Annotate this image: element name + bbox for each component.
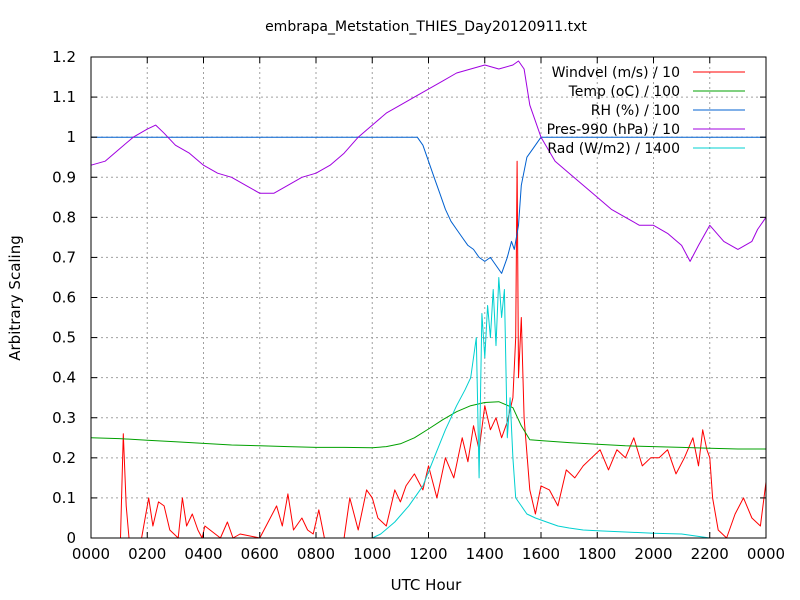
x-tick-label: 0000 [72,545,110,563]
series-line-0 [91,160,767,539]
y-tick-label: 0.1 [52,489,76,507]
x-tick-label: 1200 [409,545,447,563]
y-tick-label: 0.6 [52,289,76,307]
chart-title: embrapa_Metstation_THIES_Day20120911.txt [265,19,587,35]
tick-labels: 0000 0200 0400 0600 0800 1000 1200 1400 1600 1800… [52,48,785,563]
y-tick-label: 1 [66,128,76,146]
x-tick-label: 0200 [128,545,166,563]
series-line-3 [90,60,767,262]
legend-label: Rad (W/m2) / 1400 [547,141,680,157]
y-tick-label: 0.4 [52,369,76,387]
y-tick-label: 0.9 [52,168,76,186]
legend-label: Temp (oC) / 100 [568,84,680,100]
x-tick-label: 0600 [241,545,279,563]
series-line-2 [91,136,766,274]
series-line-1 [90,401,766,450]
y-tick-label: 0.3 [52,409,76,427]
series-line-4 [91,277,766,539]
y-tick-label: 1.1 [52,88,76,106]
x-tick-label: 0400 [184,545,222,563]
x-tick-label: 0800 [297,545,335,563]
legend: Windvel (m/s) / 10 Temp (oC) / 100 RH (%) … [547,65,745,157]
ticks [90,56,767,539]
x-tick-label: 0000 [747,545,785,563]
y-tick-label: 0.5 [52,329,76,347]
y-tick-label: 1.2 [52,48,76,66]
y-tick-label: 0.2 [52,449,76,467]
x-tick-label: 2000 [634,545,672,563]
x-tick-label: 1600 [522,545,560,563]
legend-label: Windvel (m/s) / 10 [552,65,680,81]
x-tick-label: 2200 [691,545,729,563]
x-axis-label: UTC Hour [391,576,462,594]
series-lines [90,60,767,539]
x-tick-label: 1000 [353,545,391,563]
x-tick-label: 1400 [466,545,504,563]
y-tick-label: 0 [66,529,76,547]
y-tick-label: 0.7 [52,248,76,266]
y-axis-label: Arbitrary Scaling [6,235,24,361]
y-tick-label: 0.8 [52,208,76,226]
legend-label: Pres-990 (hPa) / 10 [547,122,680,138]
x-tick-label: 1800 [578,545,616,563]
legend-label: RH (%) / 100 [591,103,680,119]
